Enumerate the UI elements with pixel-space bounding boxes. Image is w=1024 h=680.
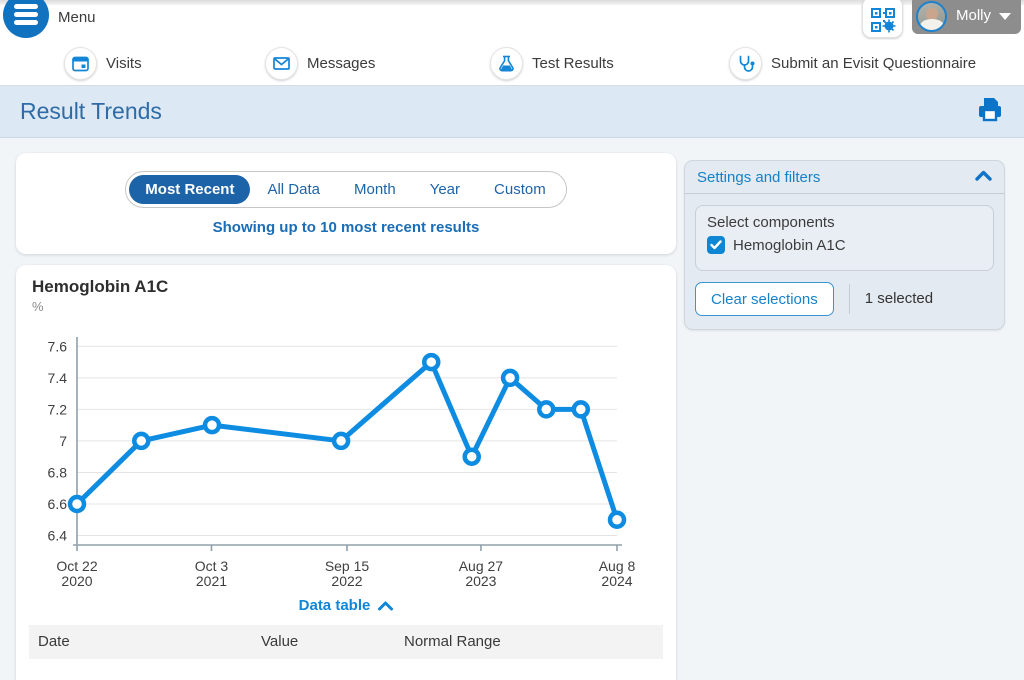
nav-item-messages[interactable]: Messages xyxy=(265,46,375,80)
menu-button[interactable] xyxy=(3,0,49,38)
user-name: Molly xyxy=(956,7,992,24)
settings-panel-toggle[interactable]: Settings and filters xyxy=(685,161,1004,194)
nav-label: Visits xyxy=(106,54,142,72)
svg-text:6.4: 6.4 xyxy=(48,528,68,544)
column-header-date: Date xyxy=(38,633,70,650)
nav-label: Test Results xyxy=(532,54,614,72)
settings-panel-title: Settings and filters xyxy=(697,169,821,186)
tab-custom[interactable]: Custom xyxy=(477,175,563,204)
nav-item-evisit-questionnaire[interactable]: Submit an Evisit Questionnaire xyxy=(729,46,976,80)
page-title: Result Trends xyxy=(20,98,162,124)
settings-filters-panel: Settings and filters Select components H… xyxy=(684,160,1005,330)
data-point[interactable] xyxy=(500,368,520,388)
svg-text:7: 7 xyxy=(59,433,67,449)
data-table-toggle[interactable]: Data table xyxy=(16,597,676,614)
svg-text:7.2: 7.2 xyxy=(48,401,68,417)
column-header-value: Value xyxy=(261,633,299,650)
data-point[interactable] xyxy=(331,431,351,451)
top-bar: Menu xyxy=(0,0,1024,40)
nav-item-visits[interactable]: Visits xyxy=(64,46,142,80)
data-point[interactable] xyxy=(132,431,151,451)
data-point[interactable] xyxy=(571,400,591,419)
chevron-up-icon xyxy=(378,601,394,610)
clear-selections-button[interactable]: Clear selections xyxy=(695,282,834,316)
nav-label: Messages xyxy=(307,54,376,72)
chart-title: Hemoglobin A1C xyxy=(32,277,169,296)
checkbox-checked-icon[interactable] xyxy=(707,236,725,254)
shortcut-nav-bar: Visits Messages Test Results xyxy=(0,40,1024,86)
a1c-line-chart: 7.6 7.4 7.2 7 6.8 6.6 6.4 Oct 22 2020 Oct 3 2021 Se… xyxy=(48,337,636,589)
svg-text:6.6: 6.6 xyxy=(48,496,68,512)
data-table-label: Data table xyxy=(298,597,371,614)
column-header-normal-range: Normal Range xyxy=(404,633,501,650)
nav-item-test-results[interactable]: Test Results xyxy=(490,46,614,80)
calendar-icon xyxy=(64,46,97,80)
range-selector-card: Most Recent All Data Month Year Custom S… xyxy=(16,153,676,254)
stethoscope-icon xyxy=(729,46,762,80)
tab-year[interactable]: Year xyxy=(413,175,477,204)
print-button[interactable] xyxy=(974,97,1006,127)
svg-text:7.6: 7.6 xyxy=(48,338,68,354)
component-checkbox-hemoglobin-a1c[interactable]: Hemoglobin A1C xyxy=(707,236,982,254)
data-point[interactable] xyxy=(462,447,481,466)
qr-code-virus-icon xyxy=(870,7,895,32)
selected-count: 1 selected xyxy=(848,284,933,314)
avatar xyxy=(916,0,947,32)
printer-icon xyxy=(979,98,1001,122)
data-point[interactable] xyxy=(67,494,87,514)
page-title-band: Result Trends xyxy=(0,86,1024,138)
chart-unit: % xyxy=(32,299,44,314)
select-components-box: Select components Hemoglobin A1C xyxy=(695,205,994,271)
flask-icon xyxy=(490,46,523,80)
range-caption: Showing up to 10 most recent results xyxy=(212,219,480,236)
hamburger-icon xyxy=(14,4,38,9)
data-point[interactable] xyxy=(607,510,627,530)
svg-text:6.8: 6.8 xyxy=(48,464,68,480)
data-point[interactable] xyxy=(537,400,556,419)
hemoglobin-a1c-card: Hemoglobin A1C % 7.6 7.4 7.2 7 6.8 6.6 6.4 Oct … xyxy=(16,265,676,680)
selection-actions-row: Clear selections 1 selected xyxy=(695,282,933,316)
component-label: Hemoglobin A1C xyxy=(733,236,846,254)
chevron-up-icon xyxy=(975,170,992,181)
data-point[interactable] xyxy=(202,415,222,435)
caret-down-icon xyxy=(999,13,1012,20)
tab-month[interactable]: Month xyxy=(337,175,413,204)
select-components-label: Select components xyxy=(707,214,835,231)
date-range-tabs: Most Recent All Data Month Year Custom xyxy=(125,171,567,208)
user-menu-button[interactable]: Molly xyxy=(912,0,1021,34)
menu-label: Menu xyxy=(58,9,96,26)
svg-text:7.4: 7.4 xyxy=(48,370,68,386)
envelope-icon xyxy=(265,46,298,80)
tab-all-data[interactable]: All Data xyxy=(250,175,337,204)
data-table-header-row: Date Value Normal Range xyxy=(29,625,663,659)
nav-label: Submit an Evisit Questionnaire xyxy=(771,54,977,72)
qr-health-pass-button[interactable] xyxy=(862,0,903,38)
data-point[interactable] xyxy=(421,352,441,372)
tab-most-recent[interactable]: Most Recent xyxy=(129,175,251,204)
